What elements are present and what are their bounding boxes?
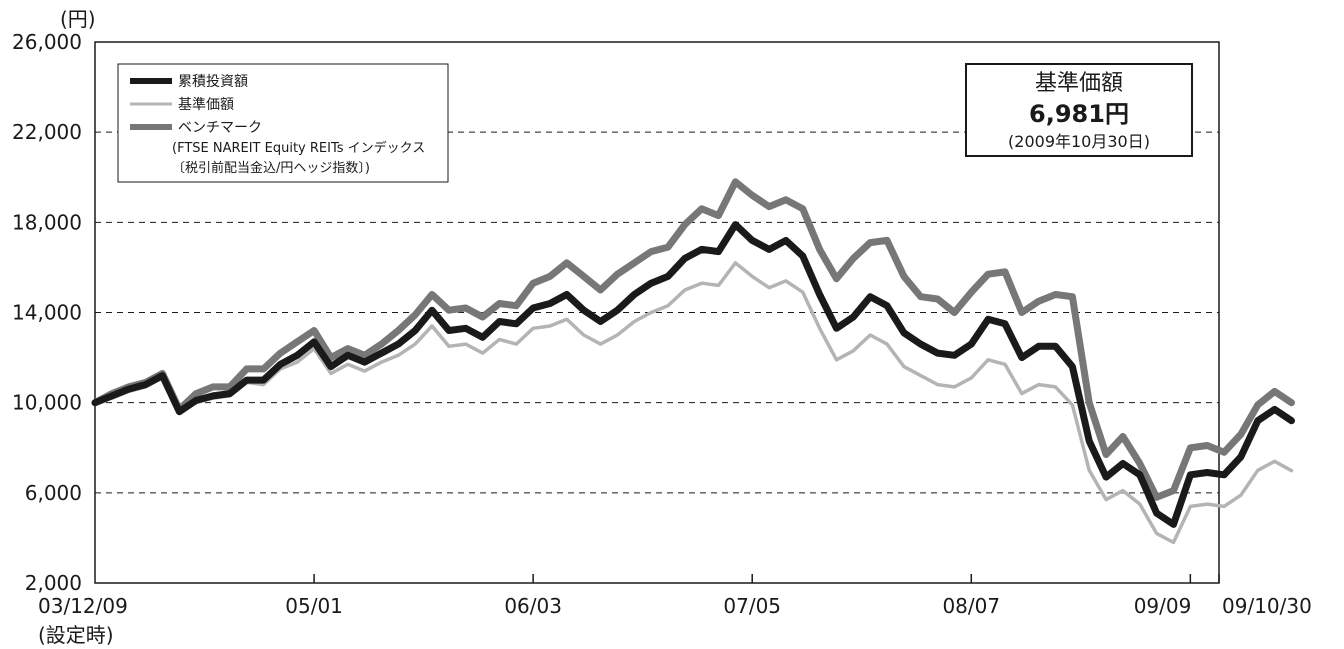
x-tick-label: 06/03 bbox=[504, 594, 562, 618]
nav-callout-title: 基準価額 bbox=[1035, 71, 1123, 96]
series-line-2 bbox=[91, 178, 1295, 501]
nav-callout-date: (2009年10月30日) bbox=[1008, 132, 1150, 151]
x-tick-label: 03/12/09 bbox=[38, 594, 128, 618]
legend: 累積投資額 基準価額 ベンチマーク (FTSE NAREIT Equity RE… bbox=[117, 63, 449, 183]
y-tick-label: 18,000 bbox=[12, 210, 82, 234]
gridlines bbox=[95, 131, 1219, 494]
series-line-0 bbox=[91, 221, 1295, 528]
x-tick-label: 08/07 bbox=[942, 594, 1000, 618]
legend-benchmark-note-1: (FTSE NAREIT Equity REITs インデックス bbox=[172, 140, 425, 156]
y-axis-unit: (円) bbox=[60, 7, 96, 31]
y-tick-label: 2,000 bbox=[25, 571, 82, 595]
x-tick-label: 05/01 bbox=[285, 594, 343, 618]
legend-label-benchmark: ベンチマーク bbox=[178, 120, 262, 136]
y-tick-label: 10,000 bbox=[12, 391, 82, 415]
nav-callout-value: 6,981円 bbox=[1029, 100, 1129, 128]
x-tick-label: 09/09 bbox=[1134, 594, 1192, 618]
legend-box bbox=[117, 63, 449, 183]
x-tick-label: 09/10/30 bbox=[1222, 594, 1312, 618]
x-tick-label: 07/05 bbox=[723, 594, 781, 618]
series-lines bbox=[91, 178, 1295, 545]
y-axis-tick-labels: 2,000 6,000 10,000 14,000 18,000 22,000 26,000 bbox=[12, 30, 82, 595]
x-first-sublabel: (設定時) bbox=[38, 623, 114, 647]
y-tick-label: 14,000 bbox=[12, 301, 82, 325]
legend-label-nav: 基準価額 bbox=[178, 96, 234, 113]
nav-callout: 基準価額 6,981円 (2009年10月30日) bbox=[965, 63, 1193, 157]
y-tick-label: 22,000 bbox=[12, 120, 82, 144]
x-axis-ticks: 03/12/09 05/01 06/03 07/05 08/07 09/09 09/10/3… bbox=[38, 574, 1312, 647]
y-tick-label: 26,000 bbox=[12, 30, 82, 54]
legend-label-cumulative: 累積投資額 bbox=[178, 74, 248, 90]
series-line-1 bbox=[93, 261, 1294, 545]
y-tick-label: 6,000 bbox=[25, 481, 82, 505]
nav-callout-box bbox=[965, 63, 1193, 157]
legend-benchmark-note-2: 〔税引前配当金込/円ヘッジ指数〕) bbox=[172, 160, 370, 176]
